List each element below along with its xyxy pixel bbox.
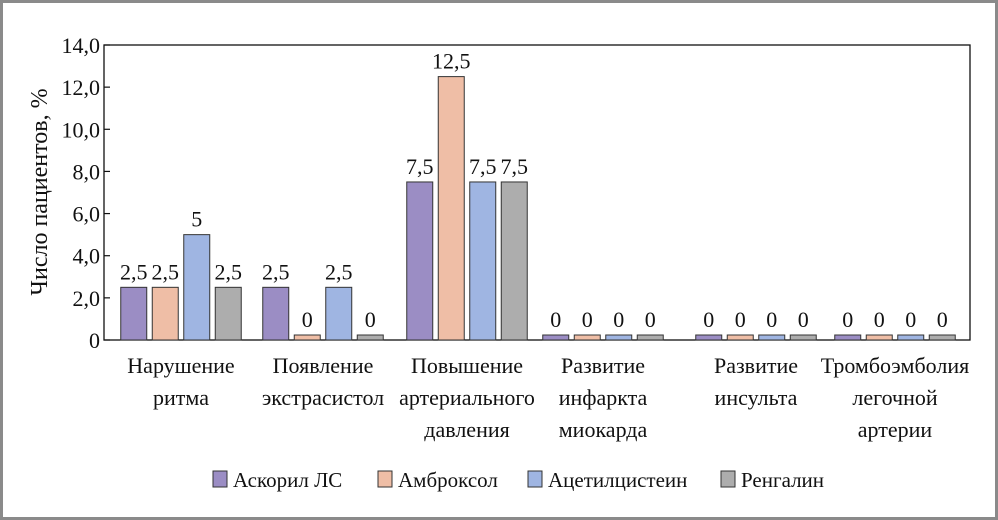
category-label: экстрасистол	[262, 385, 384, 410]
bar	[573, 334, 601, 341]
data-labels: 2,5 2,552,5 2,502,507,512,57,5 7,50 0 0 0 0 0 0 0 0…	[120, 49, 948, 332]
axes: 0 2,0 4,0 6,0 8,0 10,0 12,0 14,0	[62, 33, 971, 353]
bar	[325, 286, 353, 341]
y-tick-label: 12,0	[62, 75, 101, 100]
bar	[356, 334, 384, 341]
category-label: Развитие	[561, 353, 645, 378]
legend-label: Аскорил ЛС	[233, 468, 342, 492]
category-label: инфаркта	[559, 385, 648, 410]
legend-swatch	[212, 470, 228, 488]
bar	[406, 181, 434, 341]
bar	[214, 286, 242, 341]
bars	[120, 76, 956, 341]
bar	[469, 181, 497, 341]
data-label: 0	[937, 307, 948, 332]
y-tick-label: 0	[89, 328, 100, 353]
bar	[865, 334, 893, 341]
category-label: Нарушение	[127, 353, 234, 378]
data-label: 7,5	[501, 154, 529, 179]
category-label: артерии	[858, 417, 933, 442]
bar	[293, 334, 321, 341]
y-tick-label: 2,0	[73, 286, 101, 311]
bar	[789, 334, 817, 341]
data-label: 0	[735, 307, 746, 332]
bar	[500, 181, 528, 341]
bar	[262, 286, 290, 341]
y-tick-label: 8,0	[73, 159, 101, 184]
legend: Аскорил ЛС Амброксол Ацетилцистеин Ренгалин	[212, 468, 824, 492]
bar	[758, 334, 786, 341]
category-label: Повышение	[411, 353, 523, 378]
legend-label: Ренгалин	[741, 468, 824, 492]
category-labels: Нарушение ритма Появление экстрасистол Повыш…	[127, 353, 969, 442]
data-label: 2,5	[120, 259, 148, 284]
data-label: 0	[613, 307, 624, 332]
data-label: 2,5	[215, 259, 243, 284]
legend-swatch	[720, 470, 736, 488]
legend-swatch	[377, 470, 393, 488]
data-label: 5	[191, 207, 202, 232]
data-label: 2,5	[152, 259, 180, 284]
bar	[120, 286, 148, 341]
bar	[542, 334, 570, 341]
y-tick-label: 14,0	[62, 33, 101, 58]
data-label: 7,5	[406, 154, 434, 179]
legend-swatch	[527, 470, 543, 488]
y-tick-label: 10,0	[62, 117, 101, 142]
category-label: Развитие	[714, 353, 798, 378]
bar	[897, 334, 925, 341]
data-label: 0	[365, 307, 376, 332]
category-label: миокарда	[559, 417, 648, 442]
data-label: 2,5	[325, 259, 353, 284]
data-label: 2,5	[262, 259, 290, 284]
bar	[695, 334, 723, 341]
legend-label: Ацетилцистеин	[548, 468, 687, 492]
category-label: ритма	[153, 385, 209, 410]
data-label: 12,5	[432, 49, 471, 74]
plot-area	[103, 44, 971, 341]
category-label: артериального	[399, 385, 535, 410]
y-tick-label: 6,0	[73, 202, 101, 227]
bar	[437, 76, 465, 341]
data-label: 0	[582, 307, 593, 332]
bar	[834, 334, 862, 341]
y-tick-label: 4,0	[73, 244, 101, 269]
data-label: 0	[798, 307, 809, 332]
category-label: легочной	[852, 385, 937, 410]
y-axis-title: Число пациентов, %	[27, 88, 53, 295]
bar	[928, 334, 956, 341]
category-label: Тромбоэмболия	[821, 353, 970, 378]
bar	[605, 334, 633, 341]
category-label: инсульта	[715, 385, 798, 410]
data-label: 7,5	[469, 154, 497, 179]
data-label: 0	[842, 307, 853, 332]
bar	[636, 334, 664, 341]
data-label: 0	[905, 307, 916, 332]
data-label: 0	[766, 307, 777, 332]
category-label: давления	[424, 417, 509, 442]
legend-label: Амброксол	[398, 468, 498, 492]
category-label: Появление	[273, 353, 374, 378]
data-label: 0	[703, 307, 714, 332]
data-label: 0	[645, 307, 656, 332]
bar	[151, 286, 179, 341]
bar	[183, 234, 211, 341]
data-label: 0	[302, 307, 313, 332]
data-label: 0	[550, 307, 561, 332]
bar	[726, 334, 754, 341]
data-label: 0	[874, 307, 885, 332]
